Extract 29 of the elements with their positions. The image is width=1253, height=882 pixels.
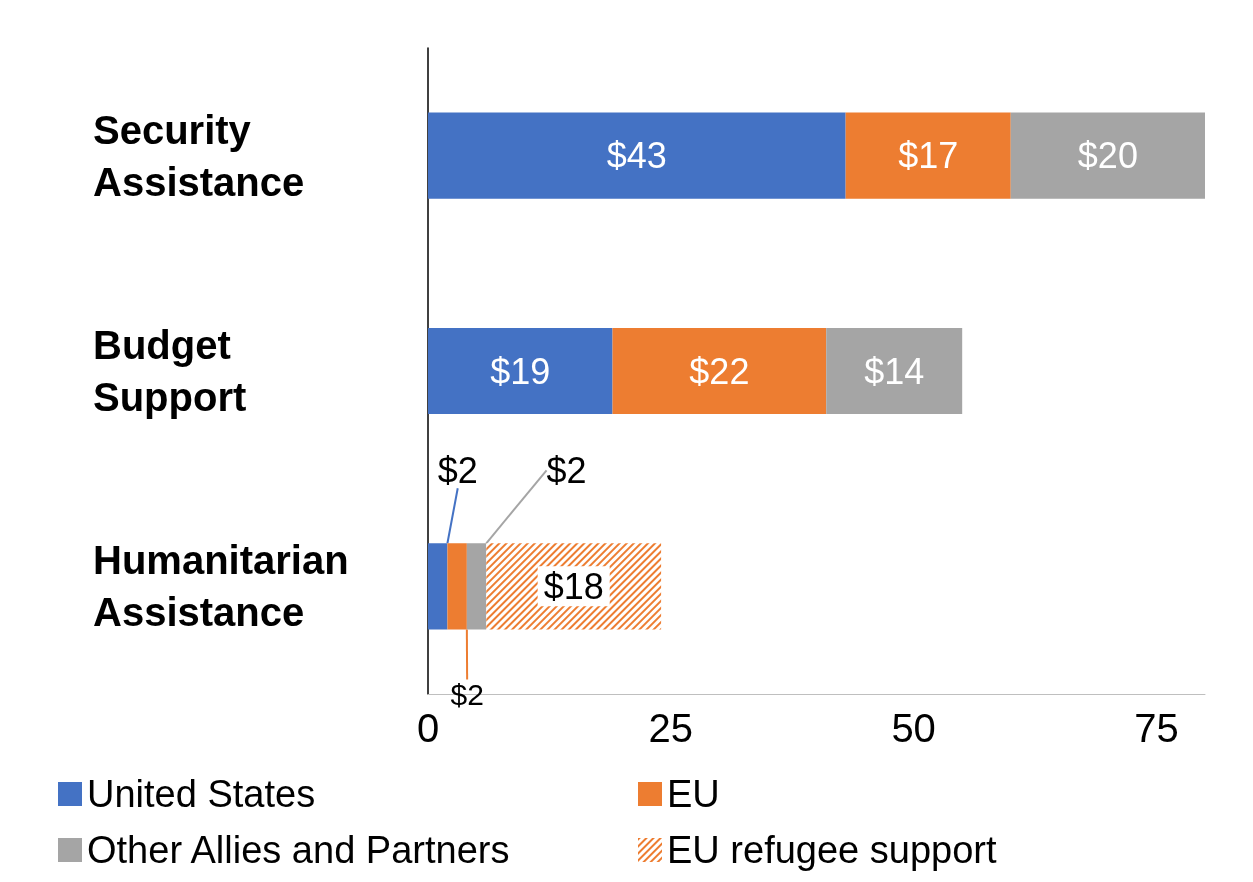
- bar: [428, 327, 613, 415]
- x-tick-label: 25: [648, 706, 694, 750]
- bar: [826, 327, 963, 415]
- y-tick-label: Budget Support: [93, 323, 247, 419]
- data-label: $19: [490, 350, 551, 392]
- legend-label: EU: [667, 773, 720, 815]
- bar: [845, 112, 1011, 199]
- bar: [612, 327, 827, 415]
- x-tick-label: 75: [1134, 706, 1179, 750]
- data-label: $18: [543, 565, 604, 607]
- data-label: $43: [606, 135, 667, 177]
- x-tick-label: 0: [416, 706, 440, 750]
- data-label: $14: [864, 350, 925, 392]
- data-label: $2: [546, 449, 587, 491]
- legend-label: Other Allies and Partners: [87, 829, 510, 871]
- legend-label: United States: [87, 773, 316, 815]
- data-label: $2: [450, 677, 484, 711]
- y-tick-label: Humanitarian Assistance: [93, 538, 349, 635]
- legend-label: EU refugee support: [667, 829, 997, 871]
- y-tick-label: Security Assistance: [93, 107, 305, 204]
- bar: [466, 543, 487, 630]
- x-tick-label: 50: [891, 706, 936, 750]
- data-label: $17: [898, 135, 959, 177]
- data-label: $2: [437, 449, 478, 491]
- bar: [1010, 112, 1205, 199]
- bar: [428, 543, 448, 630]
- data-label: $20: [1077, 135, 1138, 177]
- bar: [428, 112, 846, 199]
- data-label: $22: [689, 350, 750, 392]
